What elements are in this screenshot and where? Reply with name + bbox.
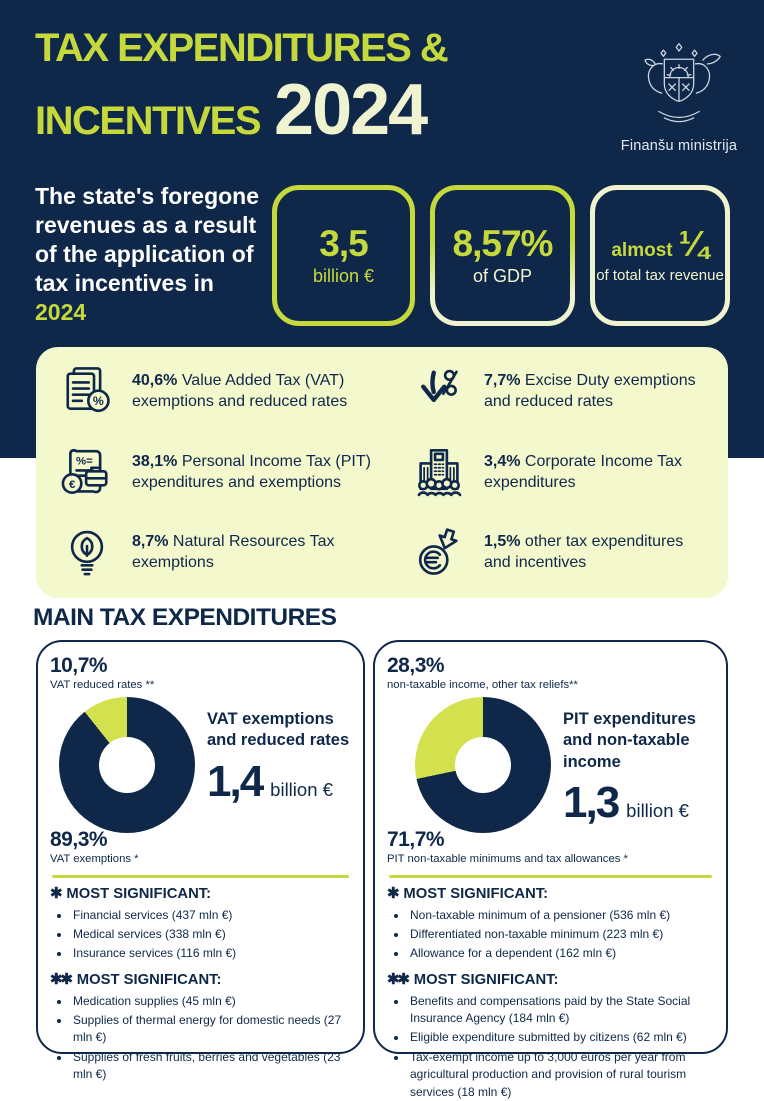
top-percentage-label: non-taxable income, other tax reliefs**	[387, 679, 578, 691]
donut-hole	[99, 737, 155, 793]
breakdown-item-cit: 3,4% Corporate Income Tax expenditures	[410, 444, 706, 502]
stat-label: billion €	[312, 265, 375, 286]
list-item: Benefits and compensations paid by the S…	[408, 993, 714, 1028]
list-item: Medication supplies (45 mln €)	[71, 993, 351, 1010]
list-item: Differentiated non-taxable minimum (223 …	[408, 926, 714, 943]
section-heading: ✱✱ MOST SIGNIFICANT:	[387, 971, 559, 988]
stat-value: 3,5	[319, 222, 368, 264]
donut-chart-vat	[59, 697, 195, 833]
breakdown-text: 7,7% Excise Duty exemptions and reduced …	[484, 372, 696, 410]
bulb-leaf-icon	[58, 524, 116, 582]
top-percentage: 10,7%	[50, 654, 108, 677]
document-percent-icon: %	[58, 363, 116, 421]
bottom-percentage-label: VAT exemptions *	[50, 853, 139, 865]
amount-value: 1,3	[563, 778, 620, 828]
section-heading: ✱ MOST SIGNIFICANT:	[50, 885, 212, 902]
bottom-percentage-label: PIT non-taxable minimums and tax allowan…	[387, 853, 628, 865]
intro-year: 2024	[35, 298, 87, 325]
breakdown-text: 38,1% Personal Income Tax (PIT) expendit…	[132, 452, 371, 491]
divider	[389, 875, 712, 878]
breakdown-item-other: 1,5% other tax expenditures and incentiv…	[410, 524, 706, 582]
stat-label: of total tax revenue	[596, 267, 724, 284]
amount-unit: billion €	[626, 800, 689, 822]
significant-list: Benefits and compensations paid by the S…	[387, 993, 714, 1101]
ministry-logo: Finanšu ministrija	[616, 38, 742, 154]
building-people-icon	[410, 444, 468, 502]
card-title: VAT exemptions and reduced rates	[207, 710, 350, 750]
main-heading: MAIN TAX EXPENDITURES	[33, 604, 337, 631]
top-percentage-label: VAT reduced rates **	[50, 679, 155, 691]
significant-list: Medication supplies (45 mln €) Supplies …	[50, 993, 351, 1084]
bottom-percentage: 71,7%	[387, 828, 445, 851]
breakdown-item-vat: % 40,6% Value Added Tax (VAT) exemptions…	[58, 363, 410, 421]
breakdown-text: 40,6% Value Added Tax (VAT) exemptions a…	[132, 372, 348, 410]
section-heading: ✱✱ MOST SIGNIFICANT:	[50, 971, 222, 988]
arrow-down-percent-icon	[410, 363, 468, 421]
significant-list: Non-taxable minimum of a pensioner (536 …	[387, 907, 714, 963]
svg-text:%=: %=	[76, 455, 93, 467]
svg-text:%: %	[93, 394, 104, 408]
title-line-1: TAX EXPENDITURES &	[35, 26, 449, 70]
list-item: Allowance for a dependent (162 mln €)	[408, 945, 714, 962]
list-item: Supplies of thermal energy for domestic …	[71, 1012, 351, 1047]
tax-breakdown-panel: % 40,6% Value Added Tax (VAT) exemptions…	[36, 347, 728, 598]
asterisk-marker: ✱✱	[50, 971, 73, 988]
breakdown-item-pit: %= € 38,1% Personal Income Tax (PIT) exp…	[58, 444, 410, 502]
bottom-percentage: 89,3%	[50, 828, 108, 851]
stat-prefix: almost	[611, 240, 673, 261]
amount-unit: billion €	[270, 778, 333, 800]
coat-of-arms-icon	[616, 38, 742, 130]
breakdown-item-excise: 7,7% Excise Duty exemptions and reduced …	[410, 363, 706, 421]
cards-row: 10,7% VAT reduced rates ** VAT exemption…	[36, 640, 728, 1099]
list-item: Non-taxable minimum of a pensioner (536 …	[408, 907, 714, 924]
list-item: Financial services (437 mln €)	[71, 907, 351, 924]
stat-fraction: ¼	[678, 223, 709, 264]
breakdown-item-nrt: 8,7% Natural Resources Tax exemptions	[58, 524, 410, 582]
svg-text:€: €	[69, 478, 76, 490]
list-item: Eligible expenditure submitted by citize…	[408, 1029, 714, 1046]
amount-value: 1,4	[207, 756, 264, 806]
list-item: Supplies of fresh fruits, berries and ve…	[71, 1049, 351, 1084]
headline-stats: 3,5 billion € 8,57% of GDP almost ¼ of t…	[272, 185, 730, 326]
stat-label: of GDP	[472, 265, 533, 286]
card-title: PIT expenditures and non-taxable income	[563, 710, 696, 771]
asterisk-marker: ✱	[387, 885, 399, 902]
top-percentage: 28,3%	[387, 654, 445, 677]
breakdown-text: 1,5% other tax expenditures and incentiv…	[484, 533, 684, 571]
list-item: Medical services (338 mln €)	[71, 926, 351, 943]
list-item: Tax-exempt income up to 3,000 euros per …	[408, 1049, 714, 1101]
page-title: TAX EXPENDITURES & INCENTIVES 2024	[35, 26, 449, 150]
ministry-name: Finanšu ministrija	[620, 138, 738, 154]
receipt-euro-briefcase-icon: %= €	[58, 444, 116, 502]
donut-chart-pit	[415, 697, 551, 833]
significant-list: Financial services (437 mln €) Medical s…	[50, 907, 351, 963]
pit-card: 28,3% non-taxable income, other tax reli…	[373, 640, 728, 1099]
divider	[52, 875, 349, 878]
coin-euro-arrow-icon	[410, 524, 468, 582]
list-item: Insurance services (116 mln €)	[71, 945, 351, 962]
section-heading: ✱ MOST SIGNIFICANT:	[387, 885, 549, 902]
stat-box-gdp: 8,57% of GDP	[430, 185, 575, 326]
stat-box-billion: 3,5 billion €	[272, 185, 415, 326]
breakdown-text: 3,4% Corporate Income Tax expenditures	[484, 452, 683, 491]
asterisk-marker: ✱✱	[387, 971, 410, 988]
stat-value: 8,57%	[452, 222, 554, 264]
asterisk-marker: ✱	[50, 885, 62, 902]
title-line-2: INCENTIVES	[35, 99, 262, 143]
stat-box-quarter: almost ¼ of total tax revenue	[590, 185, 730, 326]
breakdown-text: 8,7% Natural Resources Tax exemptions	[132, 533, 335, 571]
title-year: 2024	[274, 70, 428, 150]
donut-hole	[455, 737, 511, 793]
vat-card: 10,7% VAT reduced rates ** VAT exemption…	[36, 640, 365, 1081]
intro-text: The state's foregone revenues as a resul…	[35, 182, 277, 327]
